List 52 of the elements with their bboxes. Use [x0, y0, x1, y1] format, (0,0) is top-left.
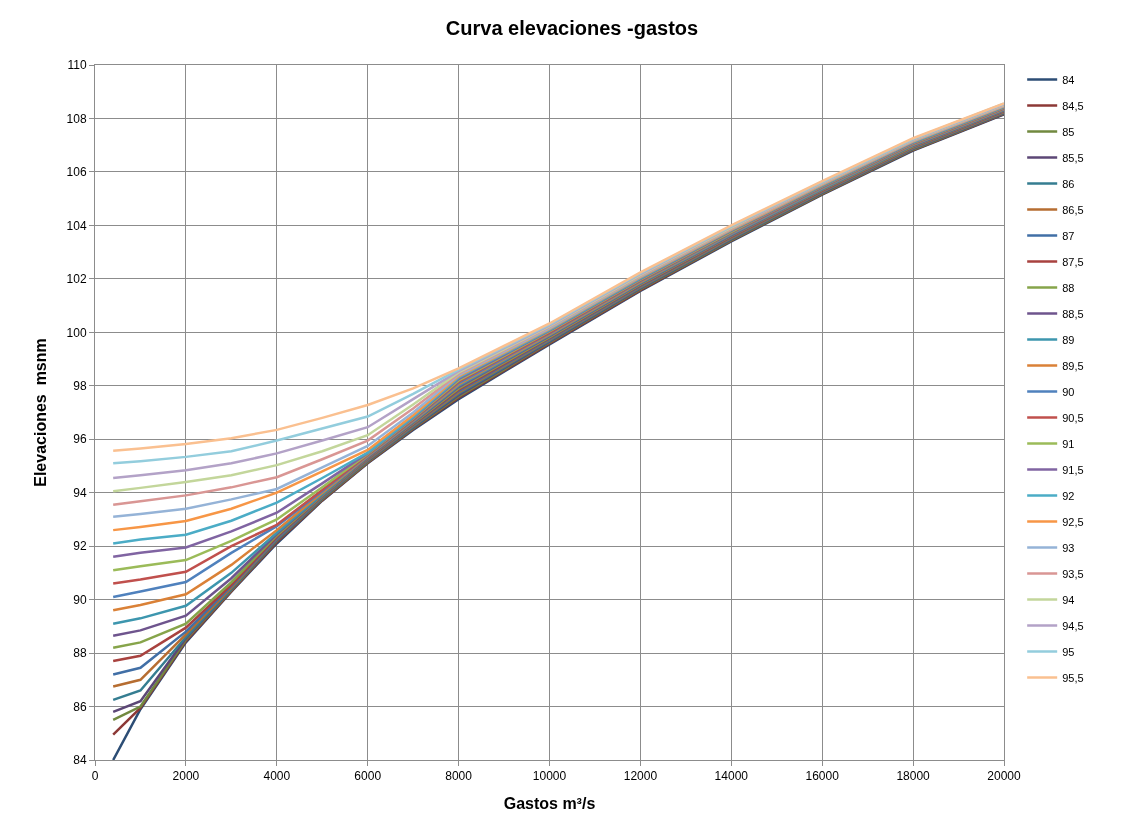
x-tick-label: 0: [91, 769, 99, 784]
legend-label: 86,5: [1062, 203, 1084, 216]
y-tick-label: 106: [66, 165, 87, 180]
legend-label: 95,5: [1062, 671, 1084, 684]
y-tick-label: 88: [73, 646, 87, 661]
legend-label: 85,5: [1062, 151, 1084, 164]
legend-label: 91,5: [1062, 463, 1084, 476]
y-tick-label: 84: [73, 753, 87, 768]
legend-label: 84,5: [1062, 99, 1084, 112]
legend-label: 85: [1062, 125, 1075, 138]
y-tick-label: 98: [73, 378, 87, 393]
legend-label: 91: [1062, 437, 1075, 450]
y-tick-label: 104: [66, 218, 87, 233]
y-tick-label: 94: [73, 485, 87, 500]
legend-label: 87: [1062, 229, 1075, 242]
x-tick-label: 16000: [805, 769, 840, 784]
legend-label: 86: [1062, 177, 1075, 190]
legend-label: 89: [1062, 333, 1075, 346]
x-tick-label: 12000: [623, 769, 658, 784]
legend-label: 88: [1062, 281, 1075, 294]
y-tick-label: 96: [73, 432, 87, 447]
legend-label: 84: [1062, 73, 1075, 86]
legend-label: 87,5: [1062, 255, 1084, 268]
legend-label: 92,5: [1062, 515, 1084, 528]
x-tick-label: 6000: [354, 769, 382, 784]
y-tick-label: 102: [66, 272, 87, 287]
x-tick-label: 18000: [896, 769, 931, 784]
x-tick-label: 8000: [445, 769, 473, 784]
y-tick-label: 90: [73, 592, 87, 607]
x-tick-label: 10000: [532, 769, 567, 784]
y-tick-label: 92: [73, 539, 87, 554]
legend-label: 93: [1062, 541, 1075, 554]
y-tick-label: 110: [67, 58, 87, 73]
legend-label: 89,5: [1062, 359, 1084, 372]
x-axis-title: Gastos m³/s: [503, 795, 596, 813]
legend-label: 93,5: [1062, 567, 1084, 580]
x-tick-label: 20000: [987, 769, 1022, 784]
legend-label: 94: [1062, 593, 1075, 606]
x-tick-label: 4000: [263, 769, 291, 784]
legend-label: 94,5: [1062, 619, 1084, 632]
y-tick-label: 86: [73, 699, 87, 714]
x-tick-label: 14000: [714, 769, 749, 784]
legend-label: 90,5: [1062, 411, 1084, 424]
y-axis-title: Elevaciones msnm: [32, 338, 50, 487]
legend-label: 92: [1062, 489, 1075, 502]
legend-label: 95: [1062, 645, 1075, 658]
y-tick-label: 108: [66, 111, 87, 126]
legend-label: 90: [1062, 385, 1075, 398]
chart-title: Curva elevaciones -gastos: [445, 16, 699, 39]
y-tick-label: 100: [66, 325, 87, 340]
legend-label: 88,5: [1062, 307, 1084, 320]
x-tick-label: 2000: [172, 769, 200, 784]
